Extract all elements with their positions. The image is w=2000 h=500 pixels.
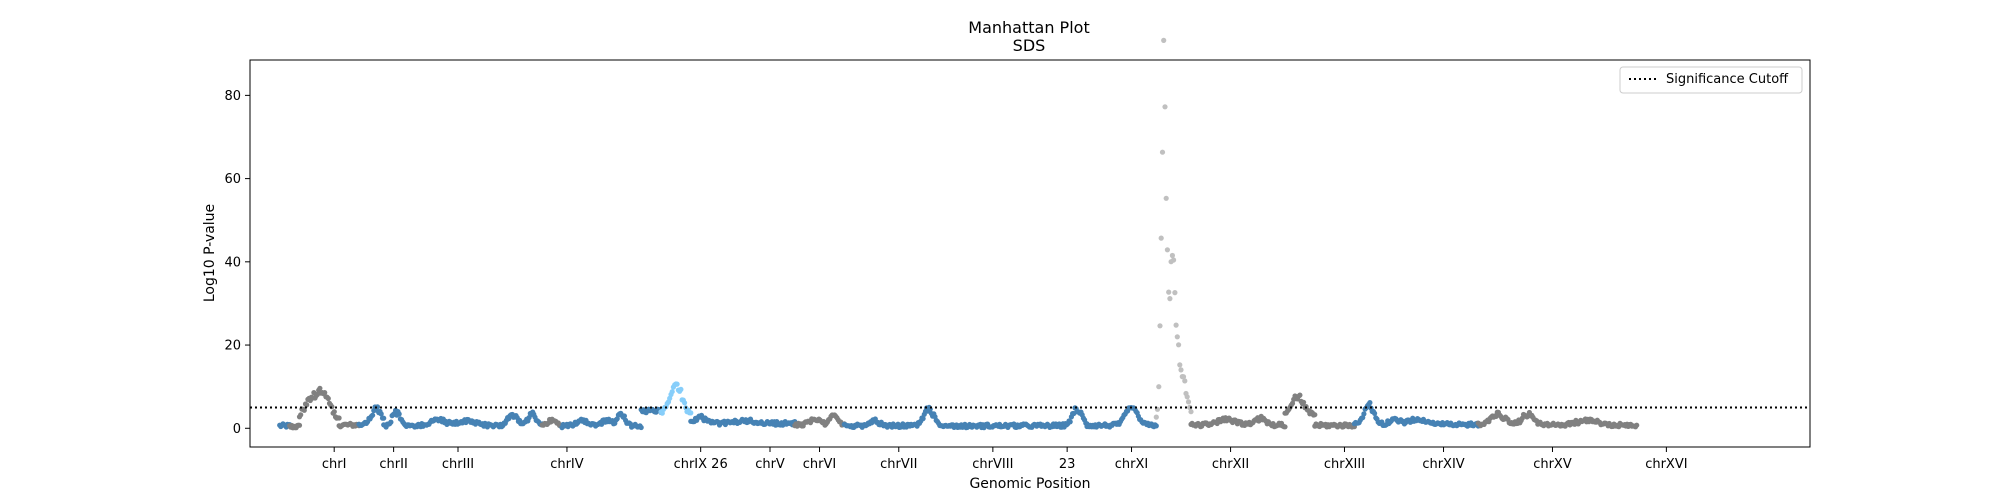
chart-title: Manhattan Plot — [968, 18, 1089, 37]
data-point-seg9 — [678, 386, 684, 392]
y-tick-label: 40 — [224, 255, 241, 270]
data-point-seg15 — [1182, 378, 1188, 384]
chart-subtitle: SDS — [1013, 36, 1046, 55]
data-points — [277, 37, 1640, 431]
x-tick-label: chrXV — [1533, 457, 1572, 472]
x-axis: chrI chrII chrIII chrIV chrIX 26 chrV chrVI chr… — [322, 447, 1688, 472]
data-point-seg15 — [1187, 404, 1193, 410]
data-point-seg19 — [1372, 410, 1378, 416]
data-point-seg15 — [1167, 296, 1173, 302]
x-tick-label: chrVI — [803, 457, 836, 472]
x-tick-label: chrXIII — [1324, 457, 1365, 472]
data-point-seg12 — [920, 416, 926, 422]
data-point-seg15 — [1185, 399, 1192, 405]
y-axis-title: Log10 P-value — [202, 204, 218, 302]
data-point-seg17 — [1312, 412, 1318, 418]
data-point-seg9 — [674, 381, 680, 387]
x-axis-title: Genomic Position — [969, 476, 1090, 492]
x-tick-label: chrXI — [1115, 457, 1148, 472]
data-point-seg2 — [298, 412, 304, 418]
data-point-seg15 — [1166, 289, 1172, 295]
data-point-seg2 — [322, 390, 328, 396]
data-point-seg15 — [1161, 37, 1167, 44]
data-point-seg15 — [1174, 334, 1180, 340]
x-tick-label: chrXVI — [1645, 457, 1687, 472]
data-point-seg15 — [1171, 257, 1177, 263]
data-point-seg20 — [1634, 422, 1640, 428]
data-point-seg17 — [1301, 399, 1307, 405]
data-point-seg4 — [378, 411, 384, 417]
data-point-seg15 — [1188, 409, 1194, 415]
x-tick-label: chrXII — [1212, 457, 1249, 472]
data-point-seg19 — [1361, 411, 1367, 417]
data-point-seg13 — [1067, 419, 1073, 425]
data-point-seg15 — [1176, 342, 1182, 348]
legend-entry-significance-cutoff: Significance Cutoff — [1666, 72, 1789, 87]
data-point-seg15 — [1164, 247, 1170, 253]
data-point-seg15 — [1172, 290, 1178, 296]
data-point-seg4 — [381, 415, 387, 421]
x-tick-label: 23 — [1059, 457, 1076, 472]
data-point-seg15 — [1159, 149, 1166, 155]
y-tick-label: 20 — [224, 339, 241, 354]
data-point-seg7 — [621, 413, 628, 419]
data-point-seg1 — [296, 422, 303, 428]
data-point-seg2 — [336, 415, 342, 421]
data-point-seg15 — [1184, 394, 1190, 400]
data-point-seg9 — [669, 389, 675, 395]
data-point-seg15 — [1163, 195, 1169, 201]
x-tick-label: chrIX 26 — [674, 457, 728, 472]
data-point-seg5 — [388, 419, 394, 425]
data-point-seg15 — [1153, 414, 1159, 420]
data-point-seg2 — [317, 385, 323, 391]
data-point-seg2 — [325, 395, 331, 402]
data-point-seg15 — [1177, 362, 1183, 368]
legend-box — [1619, 66, 1803, 94]
data-point-seg9 — [682, 400, 688, 406]
data-point-seg14 — [1153, 423, 1159, 429]
data-point-seg2 — [304, 402, 310, 408]
y-tick-label: 60 — [224, 172, 241, 187]
data-point-seg5 — [396, 411, 402, 417]
data-point-seg9 — [688, 410, 694, 416]
data-point-seg2 — [331, 409, 337, 415]
data-point-seg15 — [1173, 322, 1179, 328]
data-point-seg2 — [301, 407, 307, 413]
data-point-seg7 — [638, 424, 644, 431]
x-tick-label: chrI — [322, 457, 347, 472]
data-point-seg15 — [1180, 374, 1187, 380]
data-point-seg15 — [1156, 384, 1162, 390]
x-tick-label: chrIII — [442, 457, 474, 472]
x-tick-label: chrII — [379, 457, 407, 472]
legend: Significance Cutoff — [1619, 66, 1803, 94]
data-point-seg16 — [1282, 424, 1288, 430]
x-tick-label: chrIV — [550, 457, 584, 472]
data-point-seg17 — [1289, 400, 1296, 406]
y-tick-label: 80 — [224, 89, 241, 104]
y-axis: 0 20 40 60 80 — [224, 89, 250, 437]
y-tick-label: 0 — [233, 422, 241, 437]
data-point-seg4 — [370, 412, 376, 418]
data-point-seg15 — [1158, 235, 1164, 241]
data-point-seg17 — [1297, 392, 1303, 398]
data-point-seg15 — [1157, 323, 1163, 329]
data-point-seg19 — [1367, 400, 1373, 406]
data-point-seg15 — [1162, 104, 1168, 110]
x-tick-label: chrXIV — [1422, 457, 1464, 472]
x-tick-label: chrVII — [880, 457, 917, 472]
x-tick-label: chrV — [755, 457, 785, 472]
x-tick-label: chrVIII — [972, 457, 1013, 472]
plot-area-frame — [249, 59, 1811, 448]
data-point-seg15 — [1169, 252, 1175, 259]
data-point-seg15 — [1178, 367, 1184, 373]
